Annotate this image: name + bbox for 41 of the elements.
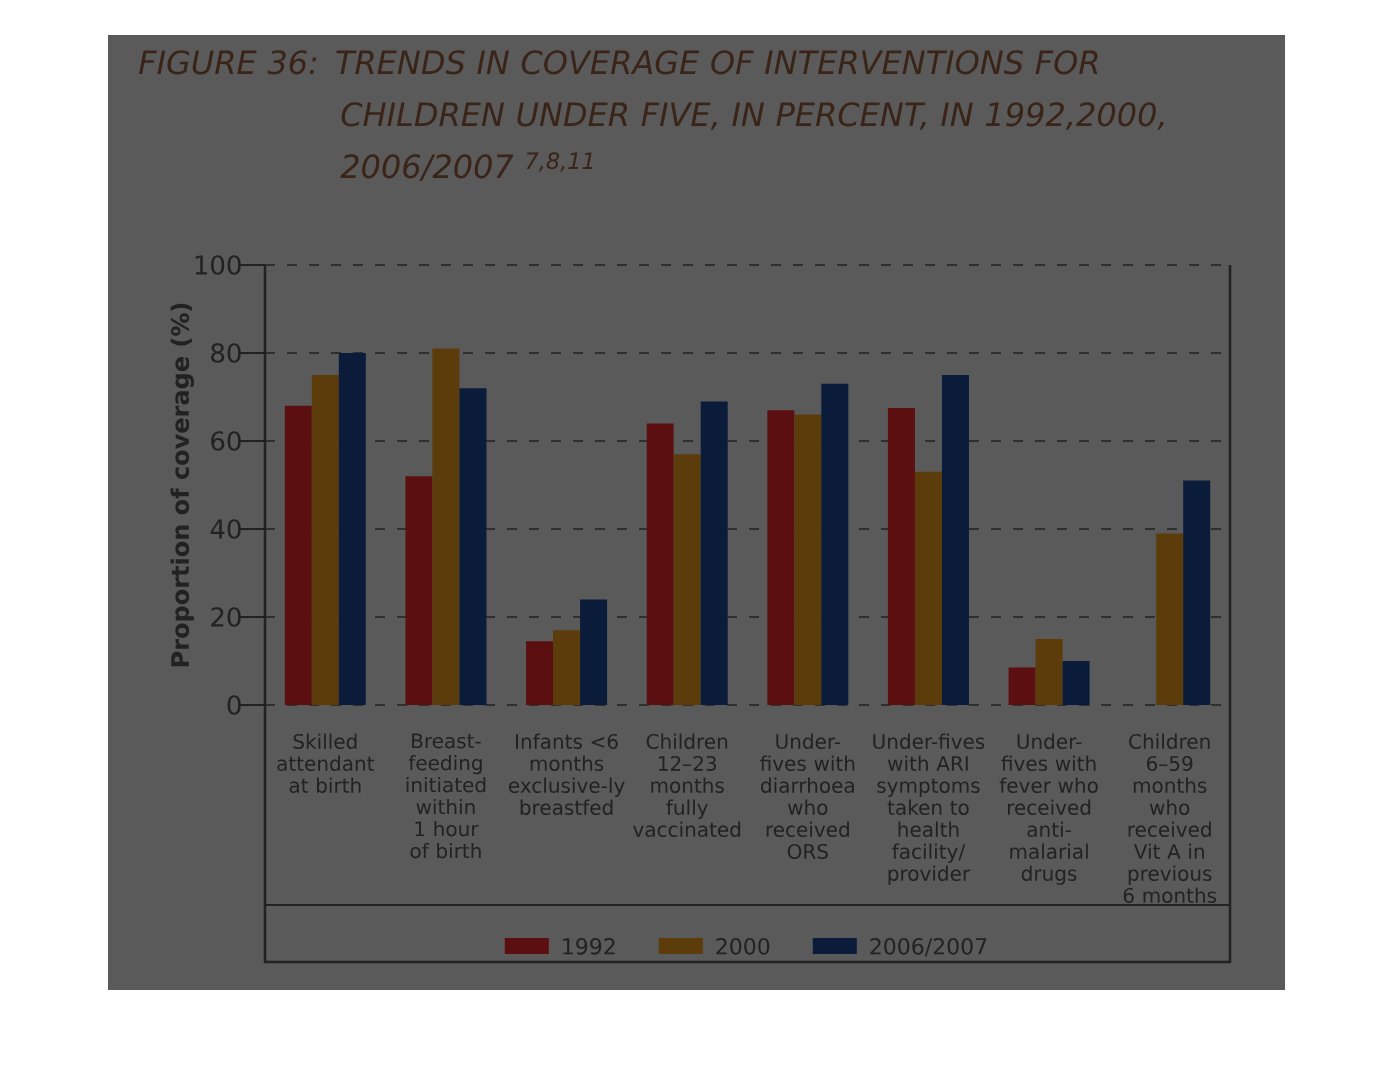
bar [553, 630, 581, 705]
bar [580, 599, 608, 705]
bar [459, 388, 487, 705]
bar [1183, 480, 1211, 705]
bar [284, 405, 312, 705]
bar [311, 374, 339, 705]
y-tick-label: 20 [211, 607, 241, 627]
y-tick-label: 80 [211, 343, 241, 363]
bar [700, 401, 728, 705]
bar [646, 423, 674, 705]
bar [887, 408, 915, 705]
chart-title: FIGURE 36: TRENDS IN COVERAGE OF INTERVENTIONS FOR CHILDREN UNDER FIVE, IN PERCENT, IN 1992,2000, 2006/2007 $^{7,8,11}$ [139, 50, 1164, 181]
bar [1156, 533, 1184, 705]
y-tick-label: 100 [195, 255, 241, 275]
bar [941, 374, 969, 705]
x-tick-label: Children 12–23 months fully vaccinated [633, 733, 741, 838]
bar [767, 410, 795, 705]
legend-label: 2006/2007 [870, 938, 987, 957]
bar [1062, 661, 1090, 705]
x-tick-label: Breast-feeding initiated within 1 hour of birth [406, 733, 486, 859]
bar [526, 641, 554, 705]
bar [794, 414, 822, 705]
x-tick-label: Under-fives with fever who received anti-malarial drugs [999, 733, 1098, 885]
bar [821, 383, 849, 705]
bar [432, 348, 460, 705]
bar [1035, 639, 1063, 705]
x-tick-label: Under-fives with ARI symptoms taken to health facility/ provider [873, 733, 985, 885]
y-tick-label: 40 [210, 519, 241, 539]
x-tick-label: Children 6–59 months who received Vit A in previous 6 months [1123, 733, 1217, 904]
bar [1008, 667, 1036, 705]
bar [338, 352, 366, 705]
legend-label: 2000 [716, 938, 770, 955]
legend-label: 1992 [563, 938, 615, 955]
y-tick-label: 60 [211, 431, 241, 451]
x-tick-label: Infants <6 months exclusive-ly breastfed [508, 733, 625, 816]
x-tick-label: Skilled attendant at birth [277, 733, 375, 794]
x-tick-label: Under-fives with diarrhoea who received ORS [760, 733, 855, 860]
bar [673, 454, 701, 705]
y-axis-title: Proportion of coverage (%) [170, 303, 194, 667]
bar [405, 476, 433, 705]
bar [914, 471, 942, 705]
